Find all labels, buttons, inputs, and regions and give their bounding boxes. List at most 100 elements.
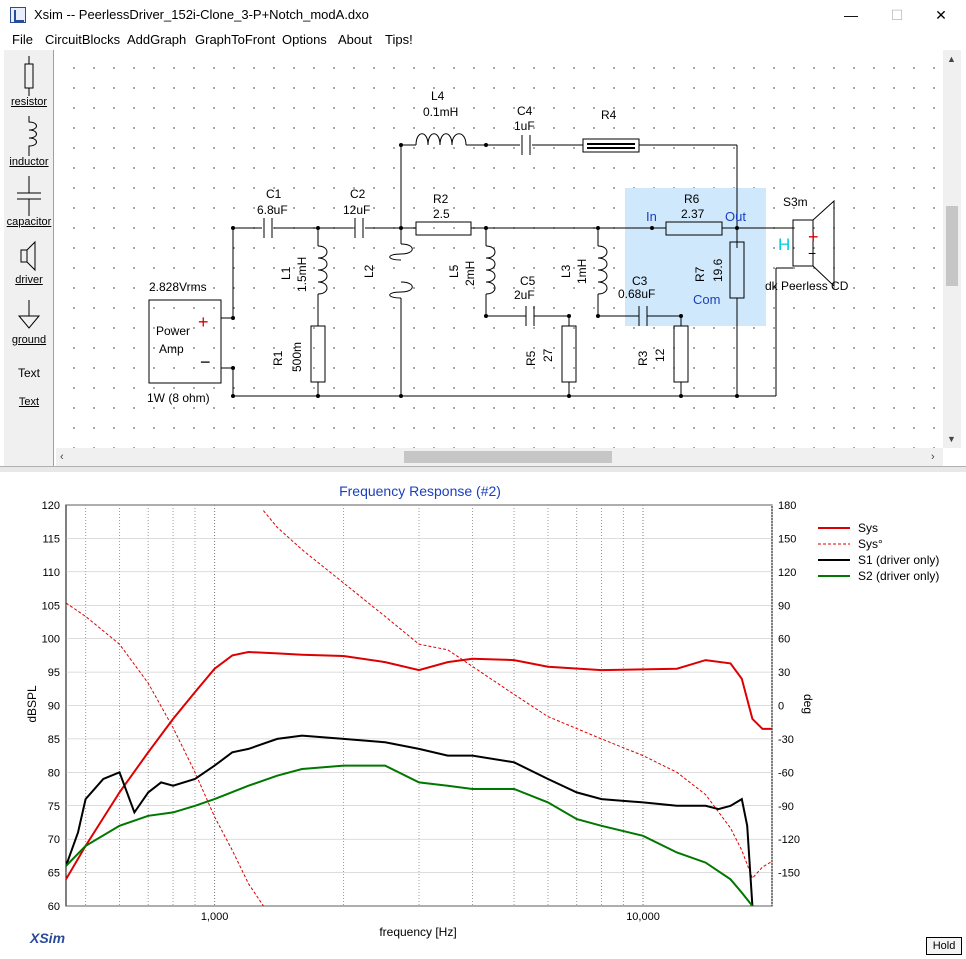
hold-button[interactable]: Hold xyxy=(926,937,962,955)
horizontal-scroll-thumb[interactable] xyxy=(404,451,612,463)
series-line-0 xyxy=(66,650,772,880)
y2-tick-label: -60 xyxy=(778,767,794,779)
tool-inductor-label: inductor xyxy=(9,156,49,168)
tool-inductor[interactable]: inductor xyxy=(4,116,54,168)
y2-tick-label: -30 xyxy=(778,734,794,746)
source-voltage-label: 2.828Vrms xyxy=(149,280,207,294)
schematic-vertical-scrollbar[interactable]: ▲ ▼ xyxy=(943,50,961,448)
tool-ground-label: ground xyxy=(11,334,47,346)
driver-desc: dk Peerless CD xyxy=(765,279,849,293)
source-label-amp: Amp xyxy=(159,342,184,356)
capacitor-icon xyxy=(17,176,41,216)
y-tick-label: 75 xyxy=(48,801,60,813)
menu-tips[interactable]: Tips! xyxy=(385,32,413,47)
maximize-button[interactable]: ☐ xyxy=(890,7,904,23)
c1-value: 6.8uF xyxy=(257,203,288,217)
l5-name: L5 xyxy=(447,264,461,278)
tool-resistor-label: resistor xyxy=(10,96,48,108)
tool-driver-label: driver xyxy=(15,274,43,286)
menu-circuitblocks[interactable]: CircuitBlocks xyxy=(45,32,121,47)
source-power-label: 1W (8 ohm) xyxy=(147,391,210,405)
series-line-1 xyxy=(66,510,772,906)
y-tick-label: 70 xyxy=(48,834,60,846)
c5-name: C5 xyxy=(520,274,536,288)
r7-value: 19.6 xyxy=(711,258,725,282)
close-button[interactable]: ✕ xyxy=(935,7,947,23)
tool-text-icon[interactable]: Text xyxy=(17,366,40,380)
source-label-power: Power xyxy=(156,324,190,338)
c1-name: C1 xyxy=(266,187,282,201)
scroll-right-icon[interactable]: › xyxy=(931,451,935,463)
y-axis-label: dBSPL xyxy=(25,685,39,723)
frequency-response-graph: Frequency Response (#2) frequency [Hz] d… xyxy=(0,472,966,954)
y-tick-label: 110 xyxy=(42,567,60,579)
app-icon xyxy=(10,7,26,23)
driver-name: S3m xyxy=(783,195,808,209)
menu-addgraph[interactable]: AddGraph xyxy=(127,32,187,47)
series-line-2 xyxy=(66,734,754,906)
menu-file[interactable]: File xyxy=(12,32,33,47)
l1-value: 1.5mH xyxy=(295,257,309,292)
x-tick-label: 10,000 xyxy=(626,911,660,923)
r3-name: R3 xyxy=(636,350,650,366)
tool-text[interactable]: Text xyxy=(18,396,40,408)
driver-h-label: H xyxy=(778,235,790,254)
schematic-canvas[interactable]: + − + − 2.828Vrms Power Amp 1W (8 ohm) C… xyxy=(56,50,943,448)
y2-tick-label: -150 xyxy=(778,868,800,880)
r7-name: R7 xyxy=(693,266,707,282)
scroll-left-icon[interactable]: ‹ xyxy=(60,451,64,463)
c5-value: 2uF xyxy=(514,288,535,302)
speaker-icon xyxy=(20,240,36,272)
tool-driver[interactable]: driver xyxy=(4,238,54,286)
lpad-out-label: Out xyxy=(725,209,746,224)
y-tick-label: 60 xyxy=(48,901,60,913)
y-tick-label: 80 xyxy=(48,767,60,779)
tool-resistor[interactable]: resistor xyxy=(4,56,54,108)
r1-name: R1 xyxy=(271,350,285,366)
y2-tick-label: 180 xyxy=(778,500,796,512)
r2-name: R2 xyxy=(433,192,449,206)
xsim-logo: XSim xyxy=(30,930,66,946)
c2-value: 12uF xyxy=(343,203,370,217)
y-tick-label: 65 xyxy=(48,868,60,880)
scroll-down-icon[interactable]: ▼ xyxy=(947,434,956,444)
c3-name: C3 xyxy=(632,274,648,288)
lpad-highlight xyxy=(625,188,766,326)
l4-value: 0.1mH xyxy=(423,105,458,119)
splitter-bar[interactable] xyxy=(0,466,966,472)
y2-tick-label: 90 xyxy=(778,600,790,612)
minimize-button[interactable]: — xyxy=(844,7,858,23)
menu-graphtofront[interactable]: GraphToFront xyxy=(195,32,276,47)
menu-options[interactable]: Options xyxy=(282,32,327,47)
legend-label: Sys xyxy=(858,521,878,535)
inductor-icon xyxy=(28,116,37,156)
y2-axis-label: deg xyxy=(801,694,815,714)
component-toolbox: resistor inductor capacitor driver groun… xyxy=(4,50,54,466)
ground-icon xyxy=(17,300,41,329)
driver-minus: − xyxy=(808,245,816,261)
l1-name: L1 xyxy=(279,266,293,280)
l5-value: 2mH xyxy=(463,261,477,286)
c4-name: C4 xyxy=(517,104,533,118)
x-axis-label: frequency [Hz] xyxy=(379,925,456,939)
r5-value: 27 xyxy=(541,348,555,362)
tool-capacitor[interactable]: capacitor xyxy=(4,176,54,228)
schematic-horizontal-scrollbar[interactable]: ‹ › xyxy=(56,448,943,466)
y2-tick-label: -120 xyxy=(778,834,800,846)
y-tick-label: 85 xyxy=(48,734,60,746)
tool-ground[interactable]: ground xyxy=(4,300,54,346)
menu-about[interactable]: About xyxy=(338,32,372,47)
scroll-up-icon[interactable]: ▲ xyxy=(947,54,956,64)
y-tick-label: 95 xyxy=(48,667,60,679)
y2-tick-label: 60 xyxy=(778,634,790,646)
vertical-scroll-thumb[interactable] xyxy=(946,206,958,286)
tool-capacitor-label: capacitor xyxy=(6,216,52,228)
y2-tick-label: 0 xyxy=(778,701,784,713)
y2-tick-label: -90 xyxy=(778,801,794,813)
y2-tick-label: 150 xyxy=(778,533,796,545)
r1-value: 500m xyxy=(290,342,304,372)
lpad-in-label: In xyxy=(646,209,657,224)
r6-value: 2.37 xyxy=(681,207,705,221)
chart-svg: Frequency Response (#2) frequency [Hz] d… xyxy=(25,483,939,939)
power-amp-box xyxy=(148,299,222,384)
